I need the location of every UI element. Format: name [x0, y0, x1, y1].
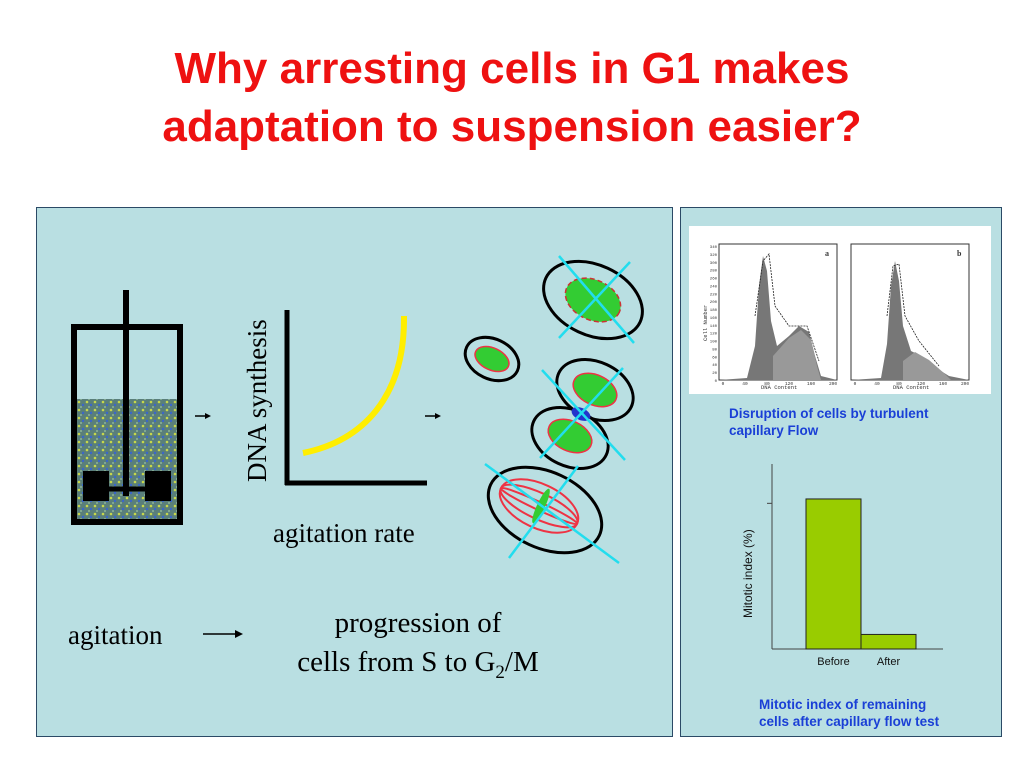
- dna-synthesis-graph: DNA synthesis agitation rate: [242, 310, 427, 548]
- bar-caption-line-1: Mitotic index of remaining: [759, 697, 927, 712]
- histogram-y-tick: 240: [710, 285, 718, 289]
- histogram-y-tick: 100: [710, 341, 718, 345]
- histogram-x-tick: 160: [807, 381, 815, 387]
- bar-chart-bars: [805, 498, 917, 650]
- flow-cytometry-histograms: a Cell Number DNA Content 340 320 300 280 26…: [702, 243, 970, 391]
- graph-x-label: agitation rate: [273, 518, 415, 548]
- histogram-x-tick: 200: [961, 381, 969, 387]
- cells-cycle-illustration: [463, 255, 644, 565]
- histogram-x-tick: 0: [722, 381, 725, 387]
- histogram-x-tick: 160: [939, 381, 947, 387]
- arrow-to-graph-icon: [195, 413, 211, 419]
- flow-caption: Disruption of cells by turbulent capilla…: [729, 405, 929, 439]
- bioreactor-icon: [71, 290, 183, 525]
- bar-before: [805, 498, 862, 650]
- graph-y-label: DNA synthesis: [242, 319, 272, 482]
- agitation-diagram: DNA synthesis agitation rate: [68, 255, 644, 683]
- histogram-y-tick: 20: [712, 372, 717, 376]
- title-line-2: adaptation to suspension easier?: [162, 102, 862, 151]
- evidence-panel: a Cell Number DNA Content 340 320 300 280 26…: [680, 207, 1002, 737]
- bar-chart-x-labels: Before After: [817, 656, 900, 668]
- histogram-y-tick: 340: [710, 246, 718, 250]
- histogram-y-label: Cell Number: [702, 305, 709, 341]
- slide-title: Why arresting cells in G1 makes adaptati…: [0, 40, 1024, 156]
- bar-caption-line-2: cells after capillary flow test: [759, 714, 940, 729]
- histogram-a-x-ticks: 0 40 80 120 160 200: [722, 381, 838, 387]
- histogram-a: a Cell Number DNA Content 340 320 300 280 26…: [702, 243, 838, 391]
- histogram-y-tick: 180: [710, 309, 718, 313]
- histogram-x-tick: 0: [854, 381, 857, 387]
- bar-after: [860, 633, 917, 650]
- histogram-x-tick: 120: [917, 381, 925, 387]
- histogram-y-tick: 40: [712, 364, 717, 368]
- bar-chart-y-label: Mitotic index (%): [741, 529, 755, 618]
- crossed-dividing-cells-icon: [530, 358, 635, 470]
- bar-chart-caption: Mitotic index of remaining cells after c…: [759, 696, 939, 730]
- histogram-b-label: b: [957, 249, 962, 258]
- dna-synthesis-curve: [302, 315, 408, 456]
- histogram-y-tick: 220: [710, 293, 718, 297]
- histogram-y-tick: 260: [710, 278, 718, 282]
- histogram-y-tick: 0: [715, 380, 718, 384]
- histogram-x-tick: 80: [764, 381, 770, 387]
- histogram-y-tick: 60: [712, 356, 717, 360]
- histogram-x-tick: 80: [896, 381, 902, 387]
- long-arrow-icon: [203, 630, 243, 638]
- progression-line-2: cells from S to G2/M: [297, 646, 539, 683]
- mitotic-index-bar-chart: Mitotic index (%) Before After: [741, 464, 943, 668]
- histogram-y-tick: 160: [710, 317, 718, 321]
- flow-cytometry-figure: a Cell Number DNA Content 340 320 300 280 26…: [689, 226, 991, 394]
- title-line-1: Why arresting cells in G1 makes: [174, 44, 850, 93]
- bar-label-before: Before: [817, 656, 849, 668]
- histogram-y-tick: 320: [710, 254, 718, 258]
- crossed-mitotic-cell-icon: [484, 462, 620, 565]
- flow-caption-line-2: capillary Flow: [729, 423, 819, 438]
- histogram-b-x-ticks: 0 40 80 120 160 200: [854, 381, 970, 387]
- histogram-b: b DNA Content 0 40 80 120 160 200: [850, 243, 970, 391]
- arrow-to-cells-icon: [425, 413, 441, 419]
- agitation-label: agitation: [68, 620, 163, 650]
- histogram-x-tick: 40: [874, 381, 880, 387]
- histogram-y-ticks: 3403203002802602402202001801601401201008…: [710, 246, 718, 384]
- histogram-y-tick: 80: [712, 348, 717, 352]
- progression-line-1: progression of: [335, 607, 502, 639]
- histogram-y-tick: 300: [710, 262, 718, 266]
- histogram-y-tick: 200: [710, 301, 718, 305]
- agitation-diagram-panel: DNA synthesis agitation rate: [36, 207, 673, 737]
- histogram-y-tick: 280: [710, 270, 718, 274]
- histogram-b-x-label: DNA Content: [893, 384, 929, 391]
- histogram-y-tick: 120: [710, 333, 718, 337]
- histogram-a-label: a: [825, 249, 829, 258]
- crossed-cell-top-icon: [542, 255, 644, 344]
- histogram-x-tick: 200: [829, 381, 837, 387]
- histogram-a-x-label: DNA Content: [761, 384, 797, 391]
- flow-caption-line-1: Disruption of cells by turbulent: [729, 406, 929, 421]
- histogram-x-tick: 40: [742, 381, 748, 387]
- small-cell-icon: [463, 335, 521, 383]
- histogram-y-tick: 140: [710, 325, 718, 329]
- histogram-x-tick: 120: [785, 381, 793, 387]
- bar-label-after: After: [877, 656, 901, 668]
